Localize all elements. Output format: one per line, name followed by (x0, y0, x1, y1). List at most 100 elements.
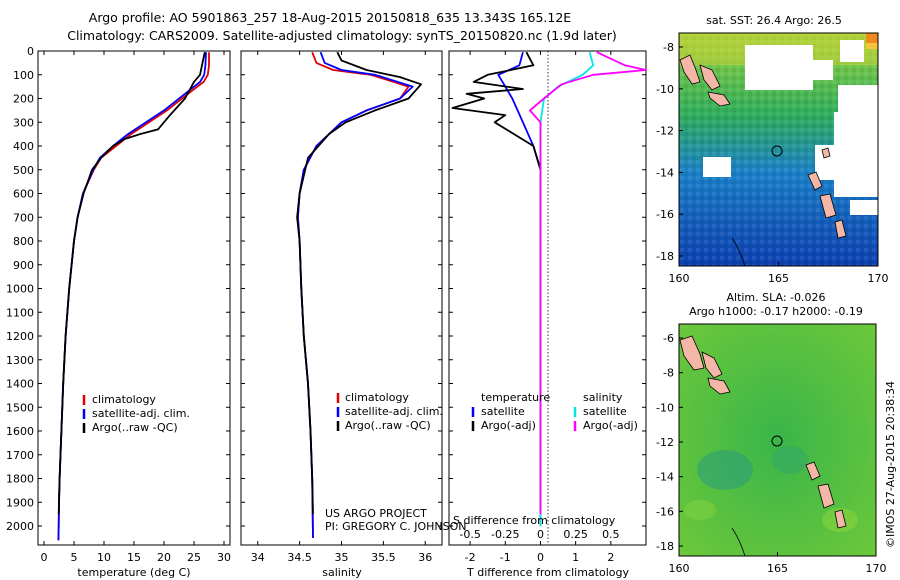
x-tick-label: 1 (572, 551, 579, 564)
legend-label-satellite: satellite-adj. clim. (92, 407, 190, 420)
sst-contour (731, 237, 746, 267)
island-shape (807, 171, 823, 191)
legend-label-t-satellite: satellite (481, 405, 525, 418)
x-tick-label: 0 (41, 551, 48, 564)
y-tick-label: 2000 (6, 520, 34, 533)
island-shape (817, 483, 835, 509)
cloud-patch (703, 157, 731, 177)
x-tick-label: 5 (71, 551, 78, 564)
sst-warm-cell (866, 43, 878, 49)
map-y-tick-label: -10 (656, 401, 674, 414)
s-tick-label: 0.25 (563, 528, 588, 541)
x-tick-label: 35 (335, 551, 349, 564)
map-x-tick-label: 165 (768, 272, 789, 285)
cloud-patch (850, 200, 878, 215)
series-line-0 (296, 51, 410, 538)
series-line-3 (529, 51, 647, 515)
t-diff-xlabel: T difference from climatology (466, 566, 629, 579)
sst-map: sat. SST: 26.4 Argo: 26.5 160 1 (656, 14, 888, 285)
difference-panel: -2 -1 0 1 2 temperature salinity satellite A… (448, 50, 647, 579)
sst-cloud-mask (703, 40, 878, 215)
cloud-patch (840, 40, 864, 62)
map-x-tick-label: 160 (669, 272, 690, 285)
salinity-panel: 34 34.5 35 35.5 36 climatology satellite-adj… (240, 50, 466, 579)
map-y-tick-label: -16 (656, 505, 674, 518)
y-tick-label: 1700 (6, 449, 34, 462)
s-tick-label: 0 (537, 528, 544, 541)
sla-contour (731, 527, 746, 557)
island-shape (707, 91, 731, 107)
salinity-legend: climatology satellite-adj. clim. Argo(..… (336, 391, 443, 432)
y-tick-label: 1800 (6, 473, 34, 486)
y-tick-label: 700 (13, 211, 34, 224)
map-y-tick-label: -18 (656, 540, 674, 553)
cloud-patch (838, 85, 878, 115)
difference-frame (448, 50, 647, 546)
island-shape (805, 461, 821, 481)
temperature-xlabel: temperature (deg C) (77, 566, 190, 579)
y-tick-label: 100 (13, 69, 34, 82)
series-line-1 (296, 51, 414, 538)
map-y-tick-label: -12 (656, 125, 674, 138)
series-line-0 (57, 52, 210, 541)
credit-project: US ARGO PROJECT (325, 507, 427, 520)
sla-argo-location (771, 435, 783, 447)
difference-legend: temperature salinity satellite Argo(-adj… (471, 391, 638, 432)
sla-low-blob (772, 446, 808, 474)
y-tick-label: 1000 (6, 283, 34, 296)
legend-title-salinity: salinity (583, 391, 623, 404)
island-shape (834, 509, 847, 529)
sst-islands (679, 54, 847, 239)
y-tick-label: 300 (13, 116, 34, 129)
series-line-2 (57, 52, 206, 515)
y-tick-label: 900 (13, 259, 34, 272)
x-tick-label: 25 (187, 551, 201, 564)
sst-hot-cell (866, 33, 878, 43)
series-line-0 (497, 51, 542, 526)
y-tick-label: 500 (13, 164, 34, 177)
x-tick-label: 10 (97, 551, 111, 564)
imos-watermark: ©IMOS 27-Aug-2015 20:38:34 (884, 381, 897, 548)
map-y-tick-label: -8 (663, 367, 674, 380)
sla-map: Altim. SLA: -0.026 Argo h1000: -0.17 h20… (656, 291, 886, 575)
y-tick-label: 1200 (6, 330, 34, 343)
legend-label-argo: Argo(..raw -QC) (92, 421, 178, 434)
y-tick-label: 1400 (6, 378, 34, 391)
x-tick-label: 20 (157, 551, 171, 564)
s-tick-label: 0.5 (602, 528, 620, 541)
salinity-xlabel: salinity (322, 566, 362, 579)
map-x-tick-label: 170 (866, 562, 887, 575)
temperature-panel: 0100200300400500600700800900100011001200… (6, 45, 231, 579)
cloud-patch (793, 60, 833, 80)
island-shape (699, 64, 721, 91)
island-shape (679, 54, 701, 85)
legend-label-climatology: climatology (345, 391, 409, 404)
legend-title-temperature: temperature (481, 391, 550, 404)
x-tick-label: 30 (217, 551, 231, 564)
legend-label-argo: Argo(..raw -QC) (345, 419, 431, 432)
legend-label-t-argo: Argo(-adj) (481, 419, 536, 432)
sla-map-title2: Argo h1000: -0.17 h2000: -0.19 (689, 305, 863, 318)
x-tick-label: -2 (465, 551, 476, 564)
header-line1: Argo profile: AO 5901863_257 18-Aug-2015… (89, 10, 572, 25)
x-tick-label: 34 (251, 551, 265, 564)
y-tick-label: 1500 (6, 401, 34, 414)
x-tick-label: 0 (537, 551, 544, 564)
legend-label-satellite: satellite-adj. clim. (345, 405, 443, 418)
sla-islands (679, 335, 847, 529)
temperature-frame (37, 50, 231, 546)
map-y-tick-label: -6 (663, 332, 674, 345)
map-y-tick-label: -10 (656, 83, 674, 96)
island-shape (819, 193, 837, 219)
map-y-tick-label: -12 (656, 436, 674, 449)
sla-low-blob (697, 450, 753, 490)
island-shape (679, 335, 705, 371)
y-tick-label: 200 (13, 93, 34, 106)
y-tick-label: 600 (13, 188, 34, 201)
island-shape (701, 351, 723, 379)
legend-label-s-satellite: satellite (583, 405, 627, 418)
x-tick-label: 34.5 (287, 551, 312, 564)
temperature-legend: climatology satellite-adj. clim. Argo(..… (82, 393, 190, 434)
map-x-tick-label: 165 (767, 562, 788, 575)
